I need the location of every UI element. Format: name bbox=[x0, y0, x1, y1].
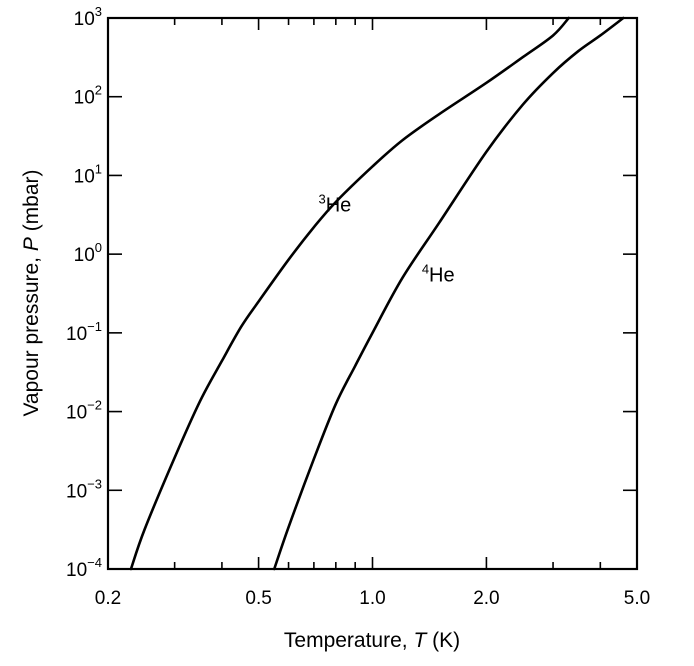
y-tick-label: 10−2 bbox=[66, 398, 102, 424]
x-tick-label: 5.0 bbox=[624, 588, 650, 609]
y-tick-label: 10−4 bbox=[66, 555, 102, 581]
y-tick-label: 10−1 bbox=[66, 319, 102, 345]
series-label: 4He bbox=[422, 261, 455, 286]
y-tick-label: 101 bbox=[74, 161, 102, 187]
y-tick-label: 100 bbox=[74, 240, 102, 266]
x-tick-label: 0.2 bbox=[95, 588, 121, 609]
y-tick-label: 103 bbox=[74, 4, 102, 30]
y-axis-title: Vapour pressure, P (mbar) bbox=[20, 169, 43, 416]
x-tick-label: 0.5 bbox=[245, 588, 271, 609]
series-line-3he bbox=[129, 16, 571, 571]
series-line-4he bbox=[272, 16, 625, 571]
plot-frame bbox=[106, 16, 639, 571]
labels-layer: 0.2 0.5 1.0 2.0 5.0 10−4 10−3 10−2 10−1 100 101 102… bbox=[66, 4, 650, 609]
curves-layer bbox=[129, 16, 625, 571]
y-tick-label: 10−3 bbox=[66, 476, 102, 502]
x-tick-label: 1.0 bbox=[359, 588, 385, 609]
ticks-layer bbox=[107, 17, 638, 570]
x-axis-title: Temperature, T (K) bbox=[284, 629, 460, 652]
y-tick-label: 102 bbox=[74, 83, 102, 109]
series-label: 3He bbox=[319, 191, 352, 216]
x-tick-label: 2.0 bbox=[473, 588, 499, 609]
